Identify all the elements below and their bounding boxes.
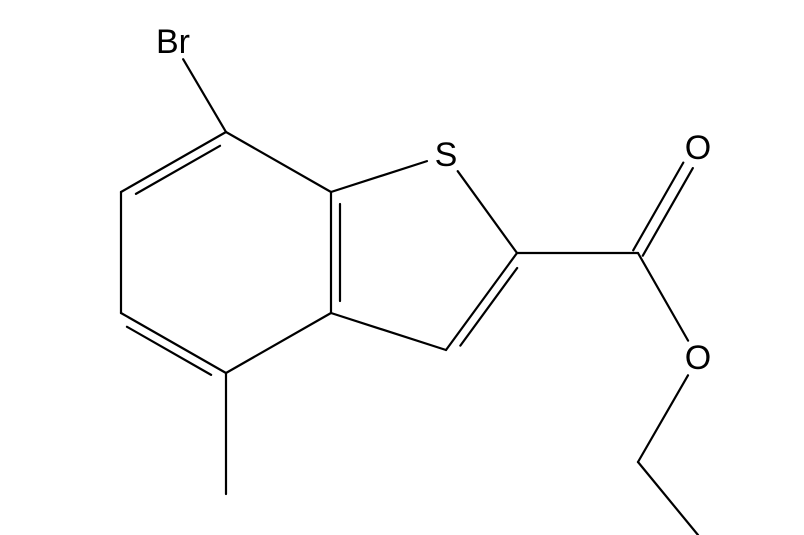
- molecule-diagram: Br S O O: [0, 0, 804, 535]
- atom-label-o: O: [685, 339, 711, 377]
- atom-label-s: S: [435, 136, 458, 174]
- atom-label-o: O: [685, 129, 711, 167]
- atom-label-br: Br: [156, 23, 190, 61]
